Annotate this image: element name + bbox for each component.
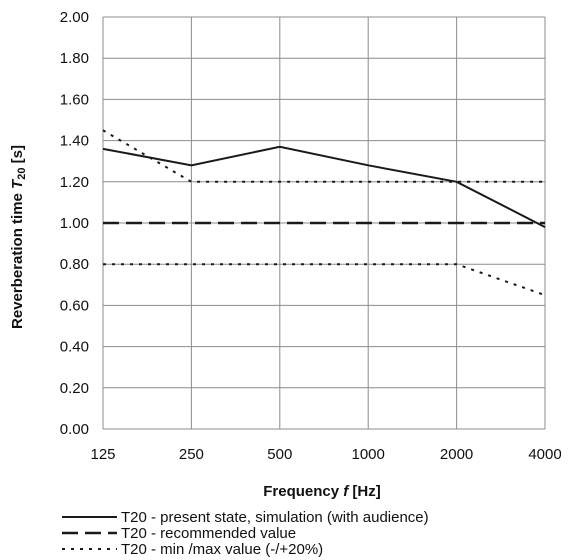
x-tick-label: 250	[179, 446, 204, 463]
x-tick-label: 2000	[440, 446, 473, 463]
x-tick-label: 4000	[528, 446, 561, 463]
y-tick-label: 0.40	[60, 339, 89, 356]
x-tick-labels: 125 250 500 1000 2000 4000	[90, 446, 561, 463]
y-tick-label: 2.00	[60, 9, 89, 26]
y-tick-label: 0.00	[60, 421, 89, 438]
y-tick-label: 1.20	[60, 174, 89, 191]
legend: T20 - present state, simulation (with au…	[62, 509, 429, 558]
y-tick-label: 0.20	[60, 380, 89, 397]
x-axis-title: Frequency f [Hz]	[263, 483, 381, 500]
series-lines	[102, 129, 546, 297]
x-tick-label: 500	[267, 446, 292, 463]
y-tick-label: 1.80	[60, 50, 89, 67]
series-dotted-line-max	[102, 129, 545, 183]
series-dotted-line-min	[103, 263, 546, 297]
y-tick-label: 0.60	[60, 297, 89, 314]
legend-label-present-state: T20 - present state, simulation (with au…	[121, 509, 429, 526]
y-axis-title: Reverberation time T20 [s]	[9, 145, 28, 329]
legend-label-min-max: T20 - min /max value (-/+20%)	[121, 541, 323, 558]
y-tick-label: 1.00	[60, 215, 89, 232]
x-tick-label: 125	[90, 446, 115, 463]
legend-label-recommended: T20 - recommended value	[121, 525, 296, 542]
series-solid-line	[102, 145, 546, 229]
y-tick-label: 1.40	[60, 133, 89, 150]
y-tick-label: 0.80	[60, 256, 89, 273]
x-tick-label: 1000	[352, 446, 385, 463]
y-tick-label: 1.60	[60, 91, 89, 108]
y-tick-labels: 0.00 0.20 0.40 0.60 0.80 1.00 1.20 1.40 1.60 1.80…	[60, 9, 89, 438]
